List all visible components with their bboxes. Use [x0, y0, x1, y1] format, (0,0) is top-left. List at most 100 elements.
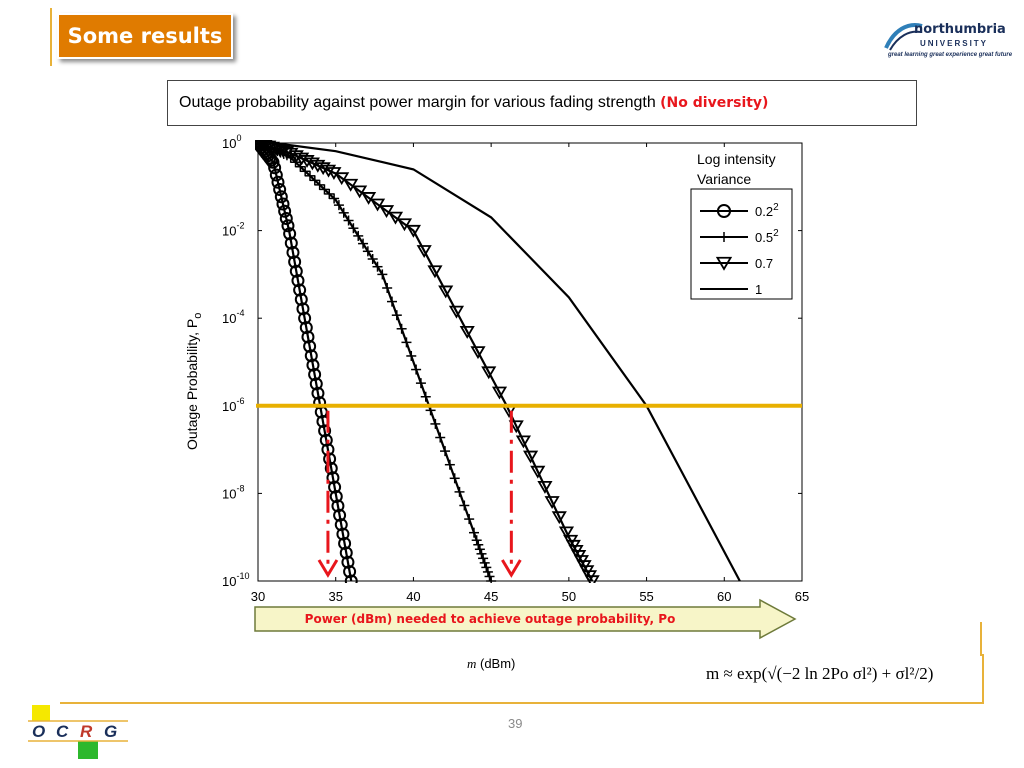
marker-circle: [273, 183, 287, 197]
marker-circle: [279, 212, 293, 226]
marker-triangle: [508, 420, 524, 434]
down-arrow-head: [317, 559, 339, 578]
marker-triangle: [530, 465, 546, 479]
marker-triangle: [334, 172, 350, 186]
marker-circle: [269, 168, 283, 182]
series-layer: [255, 140, 741, 583]
marker-circle: [319, 433, 333, 447]
ocrg-letter: O: [32, 722, 45, 741]
marker-circle: [318, 424, 332, 438]
marker-circle: [286, 246, 300, 259]
marker-circle: [716, 203, 732, 219]
marker-circle: [291, 274, 305, 288]
legend-label: 0.52: [755, 228, 779, 245]
marker-triangle: [315, 162, 331, 176]
formula-accent-line: [980, 622, 982, 656]
ocrg-letter: C: [56, 722, 69, 741]
legend-label: 1: [755, 282, 762, 297]
marker-triangle: [515, 435, 531, 449]
x-tick-label: 30: [251, 589, 265, 604]
x-tick-label: 55: [639, 589, 653, 604]
marker-triangle: [387, 211, 404, 225]
slide-title: Some results: [57, 13, 233, 59]
marker-circle: [326, 471, 340, 485]
marker-circle: [298, 311, 312, 325]
arrow-banner: Power (dBm) needed to achieve outage pro…: [254, 598, 797, 640]
marker-circle: [324, 461, 338, 475]
x-tick-label: 50: [562, 589, 576, 604]
legend-title: Log intensity: [697, 151, 776, 167]
down-arrow-head: [501, 559, 522, 578]
marker-triangle: [470, 346, 486, 360]
page-number: 39: [508, 716, 523, 731]
legend-item: 1: [700, 282, 762, 297]
y-tick-labels: 100 10-2 10-4 10-6 10-8 10-10: [222, 133, 249, 589]
marker-circle: [284, 236, 298, 250]
marker-circle: [341, 555, 355, 569]
top-accent-line: [50, 8, 52, 66]
marker-triangle: [715, 256, 733, 271]
marker-circle: [294, 292, 308, 306]
plot-frame: [257, 142, 803, 582]
formula: m ≈ exp(√(−2 ln 2Po σl²) + σl²/2): [706, 664, 934, 683]
marker-circle: [268, 161, 282, 175]
marker-triangle: [405, 224, 422, 238]
marker-triangle: [369, 198, 386, 212]
marker-triangle: [396, 218, 413, 232]
marker-circle: [289, 264, 303, 278]
marker-circle: [301, 330, 315, 344]
chart-title: Outage probability against power margin …: [179, 94, 661, 111]
marker-circle: [329, 490, 343, 504]
marker-circle: [344, 574, 358, 583]
x-tick-labels: 30 35 40 45 50 55 60 65: [251, 589, 809, 604]
marker-triangle: [288, 150, 304, 164]
marker-triangle: [537, 480, 553, 494]
series-3: [273, 141, 741, 582]
marker-triangle: [352, 185, 368, 199]
legend-item: 0.22: [700, 202, 779, 219]
marker-circle: [303, 339, 317, 353]
ocrg-letter: R: [80, 722, 93, 741]
marker-triangle: [343, 178, 359, 192]
chart-title-highlight: (No diversity): [660, 95, 769, 111]
marker-triangle: [304, 157, 320, 171]
x-axis-label: m (dBm): [467, 656, 516, 671]
logo-swoosh-icon: [884, 23, 923, 51]
marker-circle: [308, 368, 322, 382]
marker-circle: [336, 527, 350, 541]
y-tick-label: 10-4: [222, 308, 244, 326]
logo-tagline: great learning great experience great fu…: [888, 52, 1013, 58]
banner-text: Power (dBm) needed to achieve outage pro…: [305, 612, 676, 626]
marker-circle: [333, 508, 347, 522]
marker-triangle: [551, 511, 567, 525]
marker-circle: [288, 255, 302, 269]
marker-triangle: [558, 526, 575, 540]
marker-circle: [274, 190, 288, 204]
marker-circle: [311, 386, 325, 400]
marker-circle: [271, 175, 285, 189]
y-axis-label: Outage Probability, Po: [184, 312, 204, 450]
marker-circle: [338, 536, 352, 550]
marker-triangle: [584, 575, 600, 583]
marker-circle: [278, 204, 292, 218]
marker-circle: [304, 349, 318, 363]
marker-circle: [334, 518, 348, 532]
series-line: [273, 141, 741, 582]
marker-triangle: [283, 147, 299, 161]
y-tick-label: 10-8: [222, 483, 244, 501]
marker-triangle: [299, 155, 315, 168]
marker-triangle: [523, 450, 539, 464]
marker-triangle: [416, 245, 432, 258]
marker-circle: [323, 452, 337, 466]
x-tick-label: 45: [484, 589, 498, 604]
y-tick-label: 10-2: [222, 221, 244, 239]
marker-circle: [309, 377, 323, 391]
marker-triangle: [481, 366, 497, 380]
marker-triangle: [320, 164, 337, 178]
formula-box: m ≈ exp(√(−2 ln 2Po σl²) + σl²/2): [700, 654, 984, 704]
logo-subtitle: UNIVERSITY: [920, 39, 989, 48]
marker-circle: [276, 197, 290, 211]
